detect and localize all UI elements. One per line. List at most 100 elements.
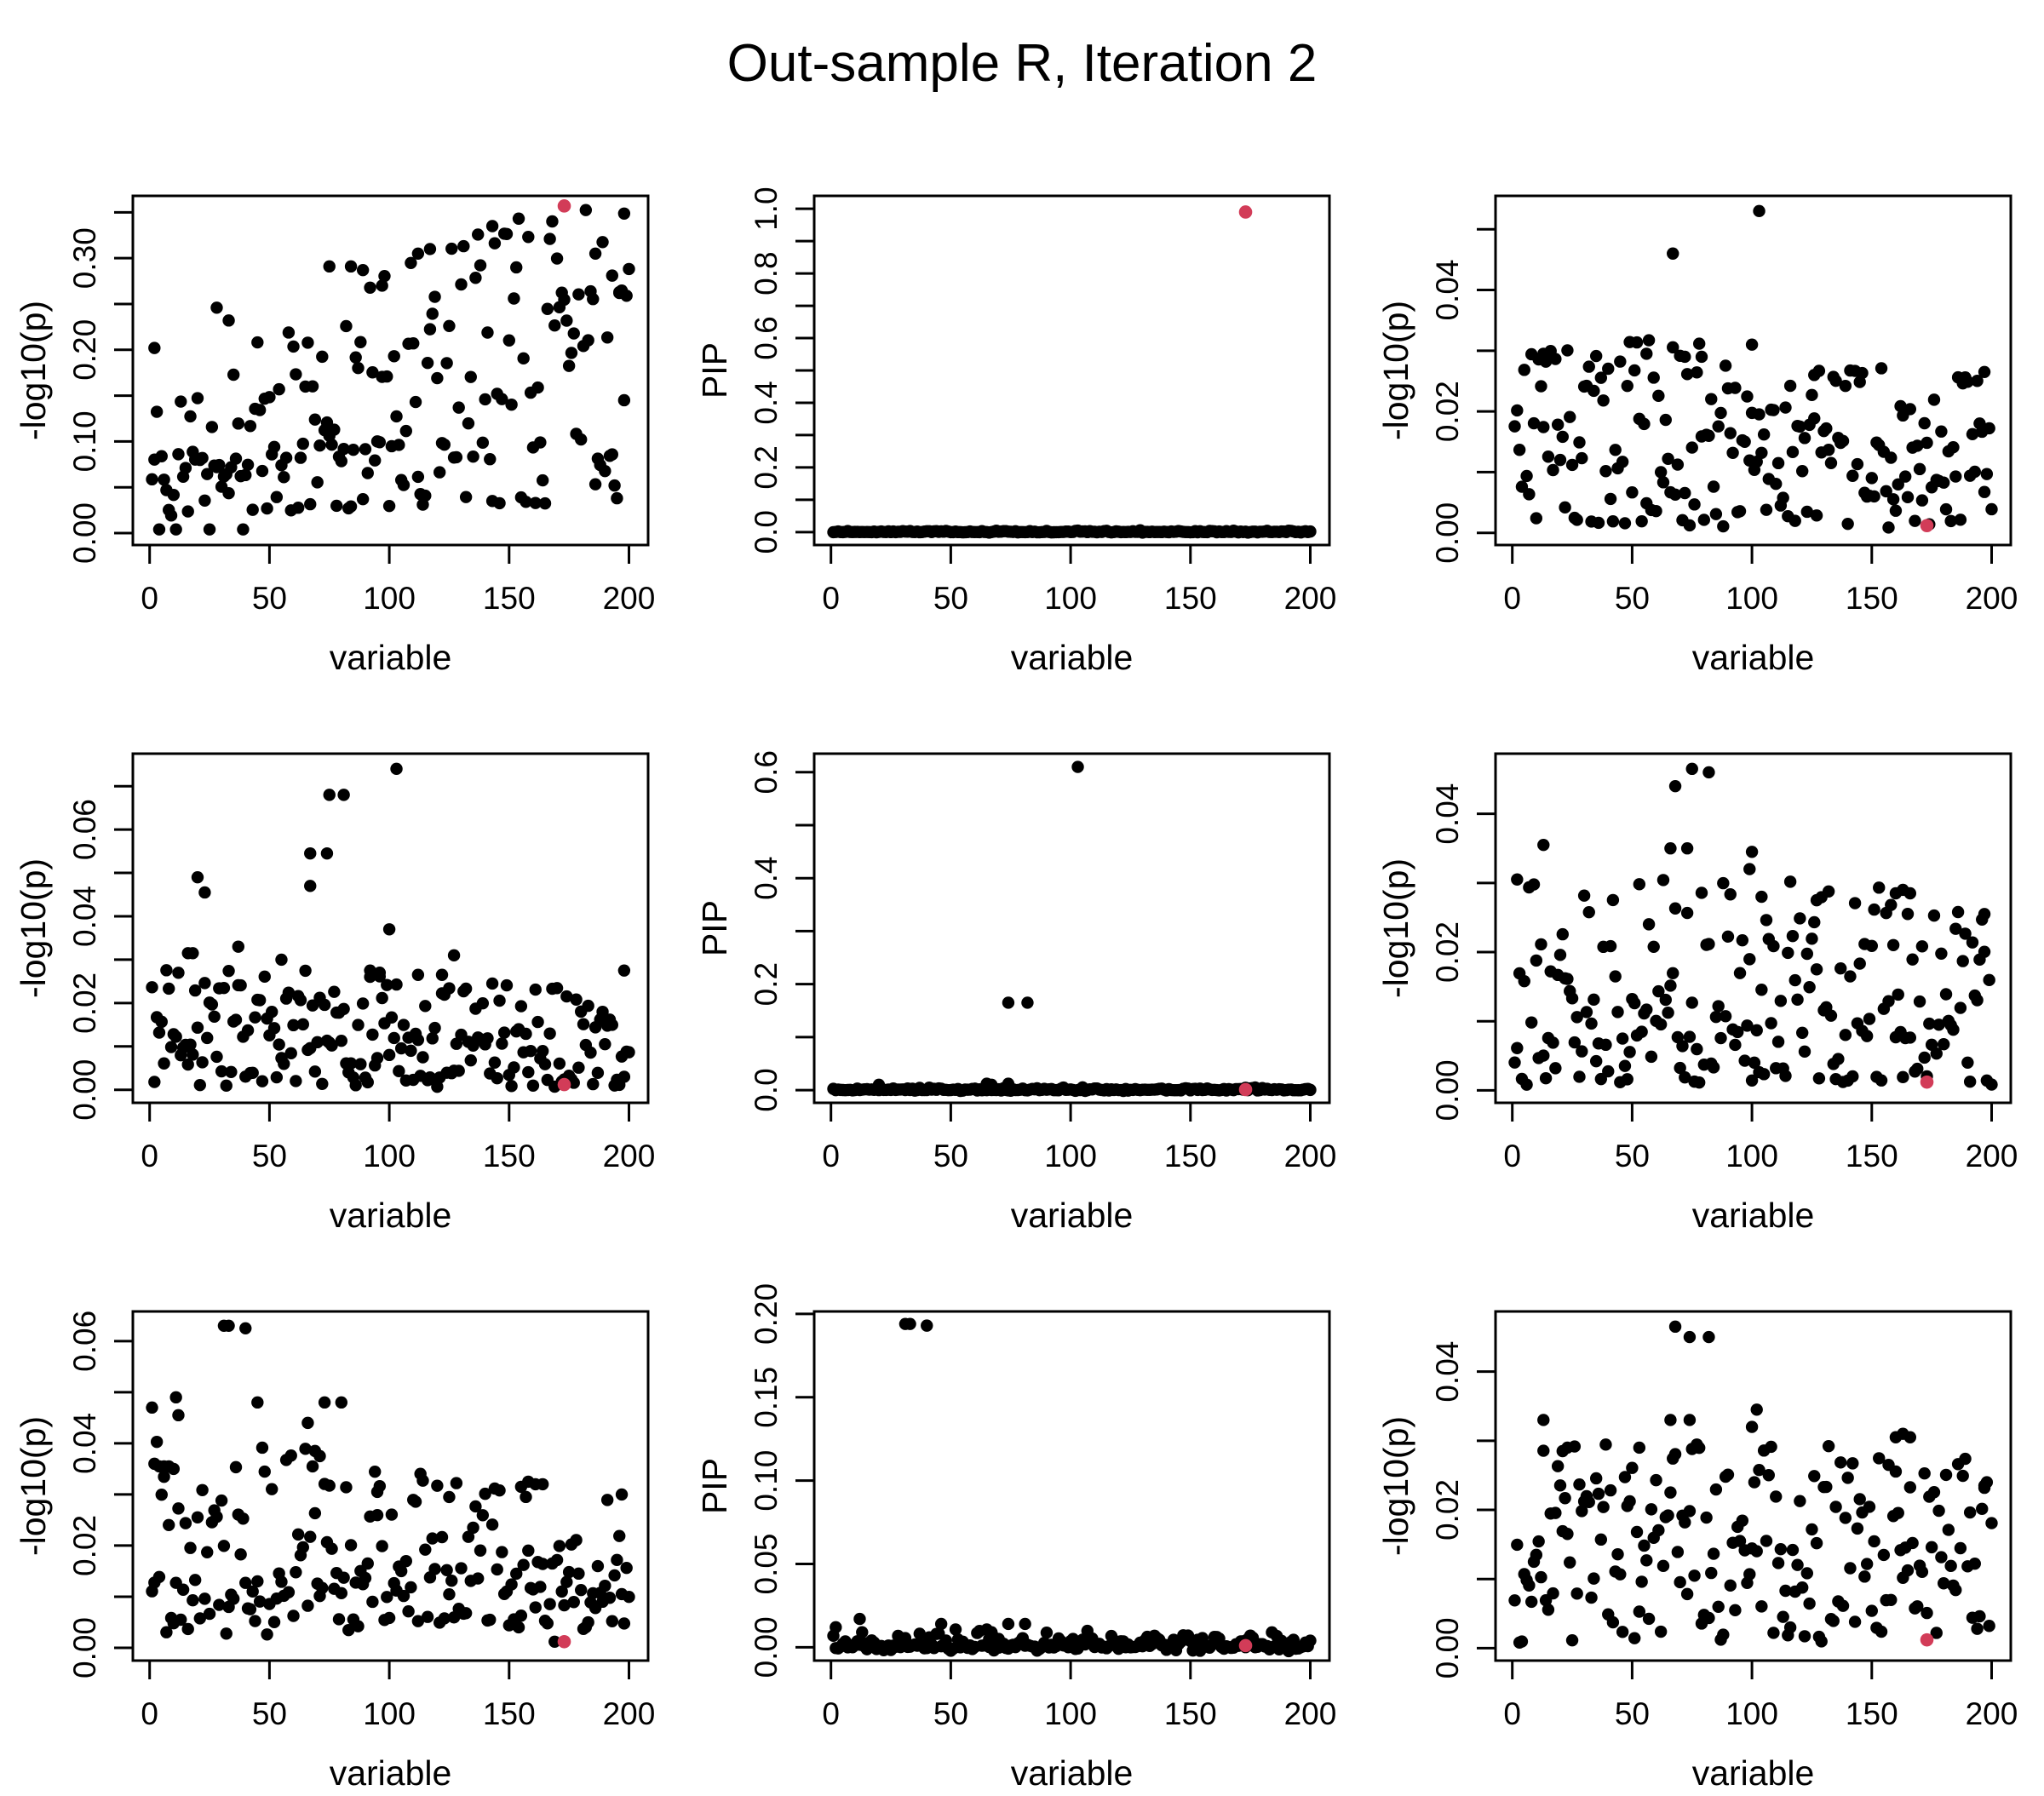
svg-text:0.00: 0.00 [749, 1616, 784, 1678]
svg-text:0.02: 0.02 [1430, 381, 1465, 442]
svg-text:50: 50 [252, 1696, 287, 1731]
svg-text:50: 50 [1615, 581, 1650, 616]
svg-text:200: 200 [1284, 1696, 1337, 1731]
svg-text:200: 200 [603, 1139, 656, 1173]
svg-text:0.02: 0.02 [67, 1515, 102, 1576]
y-axis-label: -log10(p) [1376, 300, 1415, 441]
svg-text:50: 50 [1615, 1696, 1650, 1731]
svg-text:0.10: 0.10 [67, 410, 102, 472]
svg-text:0.4: 0.4 [749, 856, 784, 899]
scatter-pip-r2c2: 0 50 100 150 200 0.0 0.2 0.4 0.6 PIP variable [681, 673, 1363, 1235]
svg-text:200: 200 [603, 1696, 656, 1731]
plot-canvas-r3c1: 0 50 100 150 200 0.00 0.02 0.04 0.06 [67, 1310, 656, 1731]
svg-text:0.00: 0.00 [1430, 1617, 1465, 1678]
x-axis-label: variable [329, 1196, 452, 1235]
y-axis-label: -log10(p) [1376, 858, 1415, 999]
svg-text:0.20: 0.20 [67, 319, 102, 381]
chart-title: Out-sample R, Iteration 2 [726, 34, 1318, 93]
plot-canvas-r1c1: 0 50 100 150 200 0.00 0.10 0.20 0.30 [67, 194, 655, 616]
svg-text:0: 0 [822, 1139, 840, 1173]
svg-text:0.6: 0.6 [749, 316, 784, 359]
svg-text:0.00: 0.00 [1430, 1059, 1465, 1121]
svg-text:100: 100 [1725, 1696, 1778, 1731]
svg-text:50: 50 [252, 1139, 287, 1173]
svg-text:150: 150 [1164, 1696, 1217, 1731]
svg-text:0.10: 0.10 [749, 1450, 784, 1512]
svg-text:0: 0 [141, 1139, 158, 1173]
svg-text:200: 200 [1284, 1139, 1337, 1173]
svg-text:100: 100 [1044, 581, 1097, 616]
scatter-neglogp-r2c3: 0 50 100 150 200 0.00 0.02 0.04 -log10(p) varia… [1363, 673, 2044, 1235]
svg-text:150: 150 [483, 1139, 536, 1173]
svg-text:100: 100 [1044, 1139, 1097, 1173]
svg-text:100: 100 [363, 581, 416, 616]
svg-text:0.04: 0.04 [1430, 1341, 1465, 1403]
svg-text:200: 200 [1284, 581, 1337, 616]
plot-canvas-r1c2: 0 50 100 150 200 0.0 0.2 0.4 0.6 0.8 1.0 [749, 186, 1337, 616]
svg-text:0: 0 [1503, 581, 1521, 616]
x-axis-label: variable [1010, 638, 1134, 677]
svg-text:0: 0 [822, 1696, 840, 1731]
svg-text:50: 50 [1615, 1139, 1650, 1173]
svg-text:150: 150 [1164, 1139, 1217, 1173]
svg-text:0: 0 [141, 1696, 158, 1731]
svg-text:0.02: 0.02 [1430, 1479, 1465, 1541]
scatter-neglogp-r3c1: 0 50 100 150 200 0.00 0.02 0.04 0.06 -log10(p) v… [0, 1231, 681, 1793]
svg-text:0.00: 0.00 [67, 502, 102, 564]
svg-text:50: 50 [933, 1139, 968, 1173]
svg-text:100: 100 [363, 1696, 416, 1731]
svg-text:0.0: 0.0 [749, 510, 784, 554]
plots-grid: 0 50 100 150 200 0.00 0.10 0.20 0.30 -log10(p) v… [0, 115, 2044, 1793]
svg-text:200: 200 [1966, 581, 2018, 616]
x-axis-label: variable [1691, 1196, 1815, 1235]
plot-canvas-r3c3: 0 50 100 150 200 0.00 0.02 0.04 [1430, 1310, 2018, 1731]
svg-text:0.00: 0.00 [67, 1059, 102, 1121]
x-axis-label: variable [1010, 1753, 1134, 1793]
svg-text:100: 100 [363, 1139, 416, 1173]
y-axis-label: PIP [695, 899, 734, 957]
svg-text:0.30: 0.30 [67, 227, 102, 289]
svg-text:0.06: 0.06 [67, 799, 102, 860]
svg-text:0.6: 0.6 [749, 750, 784, 794]
scatter-pip-r1c2: 0 50 100 150 200 0.0 0.2 0.4 0.6 0.8 1.0 PIP varia… [681, 115, 1363, 677]
plot-canvas-r2c2: 0 50 100 150 200 0.0 0.2 0.4 0.6 [749, 750, 1337, 1173]
svg-text:0: 0 [822, 581, 840, 616]
plot-canvas-r1c3: 0 50 100 150 200 0.00 0.02 0.04 [1430, 194, 2018, 616]
x-axis-label: variable [329, 638, 452, 677]
svg-text:1.0: 1.0 [749, 186, 784, 230]
svg-text:0.00: 0.00 [67, 1617, 102, 1678]
svg-text:0.04: 0.04 [1430, 783, 1465, 845]
svg-text:150: 150 [483, 581, 536, 616]
svg-text:150: 150 [1846, 1139, 1898, 1173]
svg-text:0.05: 0.05 [749, 1533, 784, 1594]
y-axis-label: PIP [695, 341, 734, 399]
x-axis-label: variable [1691, 638, 1815, 677]
svg-text:50: 50 [252, 581, 287, 616]
plot-canvas-r3c2: 0 50 100 150 200 0.00 0.05 0.10 0.15 0.20 [749, 1283, 1337, 1731]
svg-text:0.20: 0.20 [749, 1283, 784, 1345]
y-axis-label: -log10(p) [14, 1415, 53, 1557]
x-axis-label: variable [1691, 1753, 1815, 1793]
plot-canvas-r2c3: 0 50 100 150 200 0.00 0.02 0.04 [1430, 752, 2018, 1173]
svg-text:0.06: 0.06 [67, 1311, 102, 1372]
svg-text:200: 200 [1966, 1696, 2018, 1731]
svg-text:0.2: 0.2 [749, 445, 784, 489]
scatter-neglogp-r2c1: 0 50 100 150 200 0.00 0.02 0.04 0.06 -log10(p) v… [0, 673, 681, 1235]
scatter-neglogp-r1c3: 0 50 100 150 200 0.00 0.02 0.04 -log10(p) varia… [1363, 115, 2044, 677]
svg-text:0.2: 0.2 [749, 962, 784, 1006]
svg-text:0.02: 0.02 [67, 973, 102, 1034]
x-axis-label: variable [1010, 1196, 1134, 1235]
svg-text:150: 150 [1846, 581, 1898, 616]
svg-text:0: 0 [1503, 1139, 1521, 1173]
svg-text:0.04: 0.04 [1430, 260, 1465, 321]
svg-text:0.15: 0.15 [749, 1367, 784, 1428]
svg-text:50: 50 [933, 1696, 968, 1731]
svg-text:100: 100 [1725, 581, 1778, 616]
svg-text:0.02: 0.02 [1430, 921, 1465, 983]
svg-text:200: 200 [1966, 1139, 2018, 1173]
plot-canvas-r2c1: 0 50 100 150 200 0.00 0.02 0.04 0.06 [67, 752, 656, 1173]
svg-text:0: 0 [1503, 1696, 1521, 1731]
svg-text:0.8: 0.8 [749, 251, 784, 295]
svg-text:50: 50 [933, 581, 968, 616]
y-axis-label: PIP [695, 1457, 734, 1515]
